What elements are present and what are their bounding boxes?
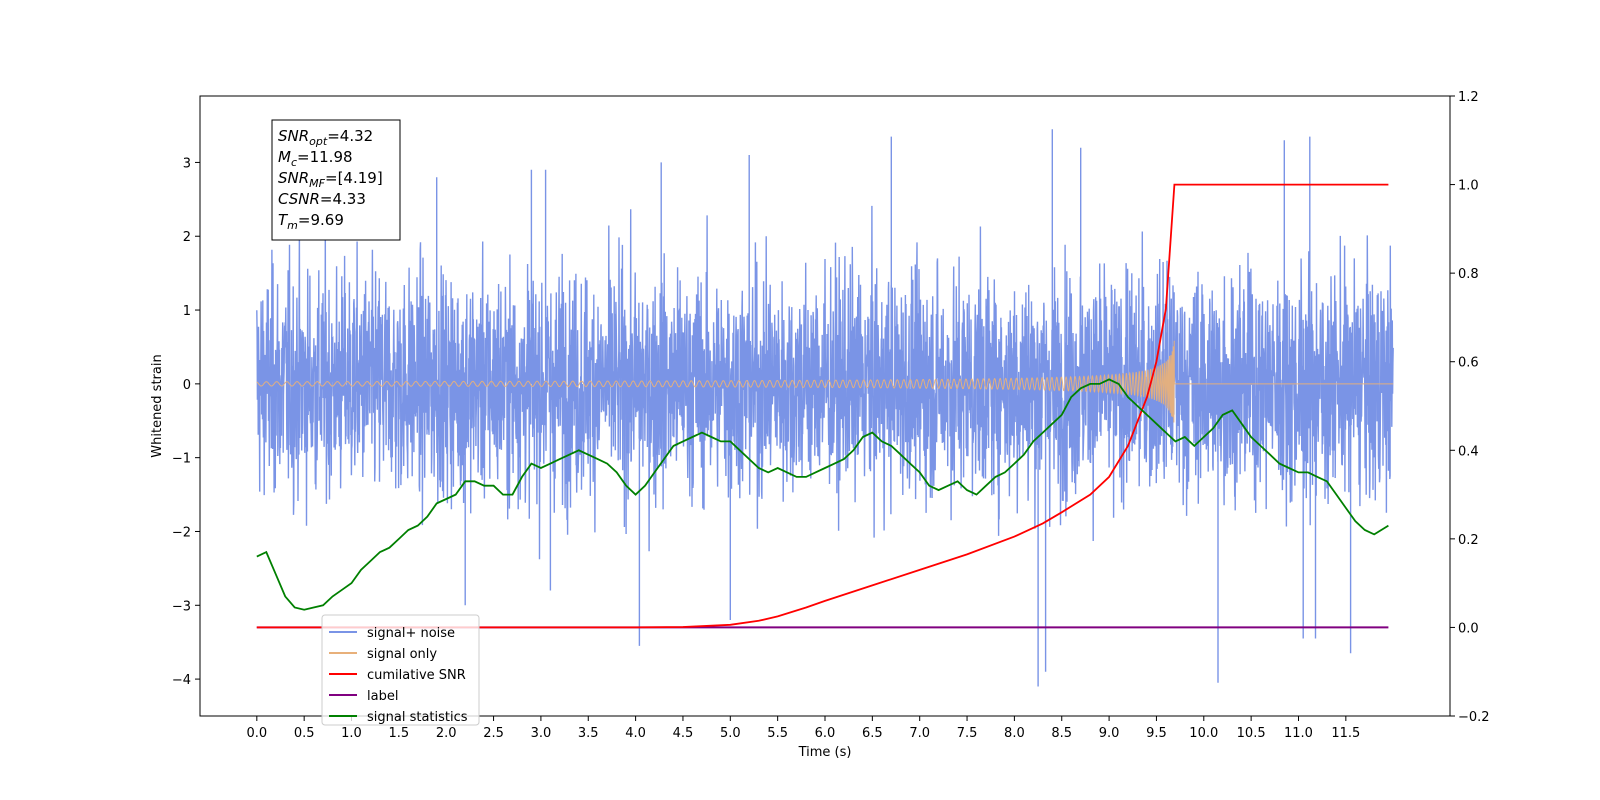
y2-tick-label: 0.0 bbox=[1458, 621, 1479, 636]
legend-item: signal statistics bbox=[329, 710, 468, 725]
legend-item: signal only bbox=[329, 647, 437, 662]
x-tick-label: 11.5 bbox=[1331, 726, 1360, 741]
annotation-symbol: SNR bbox=[278, 169, 309, 187]
y-axis-label: Whitened strain bbox=[150, 354, 165, 457]
legend-label: cumilative SNR bbox=[367, 668, 466, 683]
x-tick-label: 5.0 bbox=[720, 726, 741, 741]
series-signal-plus-noise bbox=[256, 129, 1394, 687]
y-tick-label: 1 bbox=[183, 304, 191, 319]
y-tick-label: 3 bbox=[183, 156, 191, 171]
annotation-subscript: MF bbox=[309, 177, 325, 190]
y2-tick-label: 0.4 bbox=[1458, 444, 1479, 459]
x-tick-label: 6.5 bbox=[862, 726, 883, 741]
legend-label: signal+ noise bbox=[367, 626, 455, 641]
stats-annotation-line: SNRopt=4.32 bbox=[278, 127, 373, 148]
y2-tick-label: −0.2 bbox=[1458, 710, 1490, 725]
x-tick-label: 3.5 bbox=[578, 726, 599, 741]
x-tick-label: 6.0 bbox=[815, 726, 836, 741]
annotation-symbol: CSNR bbox=[278, 190, 320, 208]
x-tick-label: 2.0 bbox=[436, 726, 457, 741]
x-tick-label: 9.0 bbox=[1099, 726, 1120, 741]
annotation-value: =11.98 bbox=[297, 148, 353, 166]
y2-tick-label: 1.2 bbox=[1458, 90, 1479, 105]
y2-tick-label: 0.2 bbox=[1458, 533, 1479, 548]
annotation-symbol: M bbox=[278, 148, 291, 166]
y-tick-label: −1 bbox=[172, 452, 191, 467]
legend-label: signal statistics bbox=[367, 710, 468, 725]
x-tick-label: 0.0 bbox=[246, 726, 267, 741]
series-signal-only bbox=[256, 340, 1394, 423]
x-tick-label: 8.0 bbox=[1004, 726, 1025, 741]
stats-annotation-line: Mc=11.98 bbox=[278, 148, 353, 169]
x-tick-label: 7.5 bbox=[957, 726, 978, 741]
stats-annotation-line: CSNR=4.33 bbox=[278, 190, 366, 208]
stats-annotation-border bbox=[271, 119, 401, 241]
x-tick-label: 8.5 bbox=[1051, 726, 1072, 741]
annotation-value: =4.32 bbox=[327, 127, 373, 145]
stats-annotation-box: SNRopt=4.32Mc=11.98SNRMF=[4.19]CSNR=4.33… bbox=[271, 119, 401, 241]
x-tick-label: 3.0 bbox=[531, 726, 552, 741]
annotation-value: =9.69 bbox=[298, 211, 344, 229]
legend-item: signal+ noise bbox=[329, 626, 455, 641]
y-axis-left: 3 2 1 0 −1 −2 −3 −4 bbox=[172, 156, 200, 688]
y2-tick-label: 1.0 bbox=[1458, 179, 1479, 194]
x-tick-label: 10.5 bbox=[1237, 726, 1266, 741]
y-tick-label: 2 bbox=[183, 230, 191, 245]
y2-tick-label: 0.6 bbox=[1458, 356, 1479, 371]
legend-label: label bbox=[367, 689, 398, 704]
annotation-value: =4.33 bbox=[320, 190, 366, 208]
x-tick-label: 4.0 bbox=[625, 726, 646, 741]
stats-annotation-line: SNRMF=[4.19] bbox=[278, 169, 383, 190]
legend: signal+ noise signal only cumilative SNR la… bbox=[321, 614, 480, 726]
x-tick-label: 0.5 bbox=[294, 726, 315, 741]
x-tick-label: 1.5 bbox=[389, 726, 410, 741]
y2-tick-label: 0.8 bbox=[1458, 267, 1479, 282]
annotation-subscript: c bbox=[291, 156, 297, 169]
plot-area bbox=[256, 129, 1394, 687]
x-axis-label: Time (s) bbox=[798, 745, 852, 760]
stats-annotation-line: Tm=9.69 bbox=[278, 211, 344, 232]
x-tick-label: 11.0 bbox=[1284, 726, 1313, 741]
y-tick-label: 0 bbox=[183, 378, 191, 393]
series-signal-statistics bbox=[256, 378, 1389, 611]
x-tick-label: 1.0 bbox=[341, 726, 362, 741]
legend-frame bbox=[321, 614, 480, 726]
x-tick-label: 7.0 bbox=[909, 726, 930, 741]
x-tick-label: 5.5 bbox=[767, 726, 788, 741]
y-tick-label: −3 bbox=[172, 599, 191, 614]
annotation-symbol: SNR bbox=[278, 127, 309, 145]
y-tick-label: −2 bbox=[172, 525, 191, 540]
y-axis-right: 1.2 1.0 0.8 0.6 0.4 0.2 0.0 −0.2 bbox=[1450, 90, 1490, 725]
legend-label: signal only bbox=[367, 647, 437, 662]
annotation-value: =[4.19] bbox=[325, 169, 383, 187]
x-tick-label: 9.5 bbox=[1146, 726, 1167, 741]
x-tick-label: 2.5 bbox=[483, 726, 504, 741]
legend-item: label bbox=[329, 689, 398, 704]
annotation-symbol: T bbox=[278, 211, 289, 229]
legend-item: cumilative SNR bbox=[329, 668, 466, 683]
y-tick-label: −4 bbox=[172, 673, 191, 688]
annotation-subscript: opt bbox=[309, 135, 328, 148]
x-tick-label: 10.0 bbox=[1189, 726, 1218, 741]
x-tick-label: 4.5 bbox=[673, 726, 694, 741]
series-cumulative-snr bbox=[256, 183, 1389, 629]
annotation-subscript: m bbox=[287, 219, 298, 232]
x-axis: 0.0 0.5 1.0 1.5 2.0 2.5 3.0 3.5 4.0 4.5 5.0 5.5 6.0 6… bbox=[246, 716, 1360, 741]
